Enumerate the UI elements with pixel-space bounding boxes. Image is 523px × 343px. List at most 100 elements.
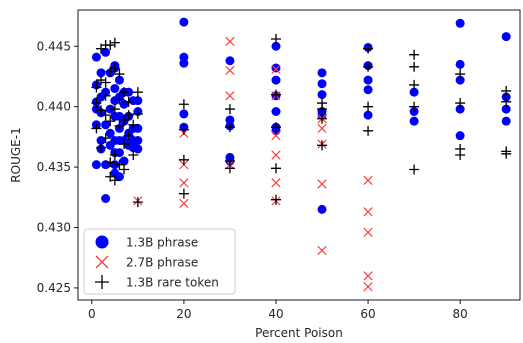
legend-label: 2.7B phrase bbox=[126, 256, 198, 270]
data-point bbox=[132, 87, 143, 98]
data-point bbox=[119, 156, 129, 166]
data-point bbox=[317, 113, 328, 124]
data-point bbox=[363, 125, 374, 136]
data-point bbox=[501, 85, 512, 96]
data-point bbox=[114, 148, 124, 158]
series-3 bbox=[91, 34, 512, 208]
y-axis-title: ROUGE-1 bbox=[9, 127, 23, 182]
data-point bbox=[271, 63, 281, 73]
data-point bbox=[133, 136, 143, 145]
data-point bbox=[179, 109, 189, 119]
data-point bbox=[109, 150, 120, 160]
data-point bbox=[317, 79, 327, 89]
data-point bbox=[179, 178, 189, 188]
data-point bbox=[114, 75, 124, 85]
data-point bbox=[109, 104, 120, 115]
data-point bbox=[91, 82, 102, 93]
data-point bbox=[455, 131, 465, 141]
data-point bbox=[91, 160, 101, 170]
legend: 1.3B phrase 2.7B phrase 1.3B rare token bbox=[83, 228, 236, 295]
data-point bbox=[119, 139, 130, 150]
data-point bbox=[409, 49, 420, 60]
data-point bbox=[119, 87, 130, 98]
data-point bbox=[96, 105, 107, 116]
data-point bbox=[455, 18, 465, 28]
data-point bbox=[271, 64, 281, 74]
y-tick-label: 0.435 bbox=[37, 160, 71, 174]
data-point bbox=[317, 90, 327, 100]
data-point bbox=[133, 123, 143, 133]
data-point bbox=[270, 122, 281, 133]
data-point bbox=[225, 65, 235, 76]
data-point bbox=[455, 59, 465, 69]
data-marks bbox=[91, 17, 512, 292]
data-point bbox=[455, 69, 466, 80]
data-point bbox=[317, 104, 328, 115]
data-point bbox=[363, 43, 374, 54]
data-point bbox=[409, 101, 420, 112]
data-point bbox=[455, 75, 465, 85]
data-point bbox=[114, 69, 125, 80]
legend-entry: 1.3B rare token bbox=[95, 275, 219, 290]
data-point bbox=[409, 61, 420, 72]
data-point bbox=[409, 87, 419, 97]
data-point bbox=[100, 77, 111, 88]
data-point bbox=[101, 160, 111, 170]
data-point bbox=[271, 178, 281, 188]
data-point bbox=[119, 99, 129, 109]
data-point bbox=[271, 75, 281, 85]
data-point bbox=[317, 68, 327, 78]
x-tick-label: 40 bbox=[268, 307, 283, 321]
legend-label: 1.3B phrase bbox=[126, 236, 198, 250]
data-point bbox=[224, 104, 235, 115]
data-point bbox=[317, 179, 327, 189]
data-point bbox=[101, 47, 111, 57]
data-point bbox=[96, 142, 107, 153]
data-point bbox=[109, 175, 120, 186]
data-point bbox=[91, 52, 101, 62]
data-point bbox=[224, 122, 235, 133]
data-point bbox=[455, 150, 466, 160]
data-point bbox=[270, 163, 281, 174]
data-point bbox=[123, 130, 134, 141]
data-point bbox=[114, 172, 124, 182]
x-tick-label: 80 bbox=[453, 307, 468, 321]
legend-entry: 2.7B phrase bbox=[95, 256, 198, 270]
data-point bbox=[363, 282, 373, 292]
x-tick-label: 60 bbox=[360, 307, 375, 321]
data-point bbox=[96, 75, 107, 86]
data-point bbox=[105, 116, 116, 127]
data-point bbox=[100, 110, 111, 121]
data-point bbox=[119, 164, 130, 175]
data-point bbox=[178, 99, 189, 110]
data-point bbox=[109, 37, 120, 48]
data-point bbox=[270, 194, 281, 205]
data-point bbox=[133, 96, 143, 106]
data-point bbox=[119, 114, 130, 125]
data-point bbox=[317, 140, 328, 151]
data-point bbox=[179, 17, 189, 27]
data-point bbox=[123, 110, 134, 121]
data-point bbox=[96, 68, 106, 78]
data-point bbox=[178, 124, 189, 135]
data-point bbox=[409, 116, 419, 126]
data-point bbox=[179, 58, 189, 68]
data-point bbox=[271, 41, 281, 51]
axes-frame bbox=[77, 9, 521, 301]
data-point bbox=[225, 91, 235, 101]
data-point bbox=[225, 56, 235, 66]
data-point bbox=[100, 90, 111, 101]
legend-marker bbox=[95, 235, 109, 249]
data-point bbox=[363, 110, 373, 120]
data-point bbox=[224, 163, 235, 174]
data-point bbox=[100, 133, 111, 144]
data-point bbox=[409, 79, 420, 90]
data-point bbox=[114, 159, 125, 170]
data-point bbox=[178, 188, 189, 199]
legend-label: 1.3B rare token bbox=[126, 276, 219, 290]
y-tick-label: 0.425 bbox=[37, 281, 71, 295]
data-point bbox=[363, 61, 374, 72]
legend-box bbox=[83, 228, 236, 295]
legend-entry: 1.3B phrase bbox=[95, 235, 198, 250]
